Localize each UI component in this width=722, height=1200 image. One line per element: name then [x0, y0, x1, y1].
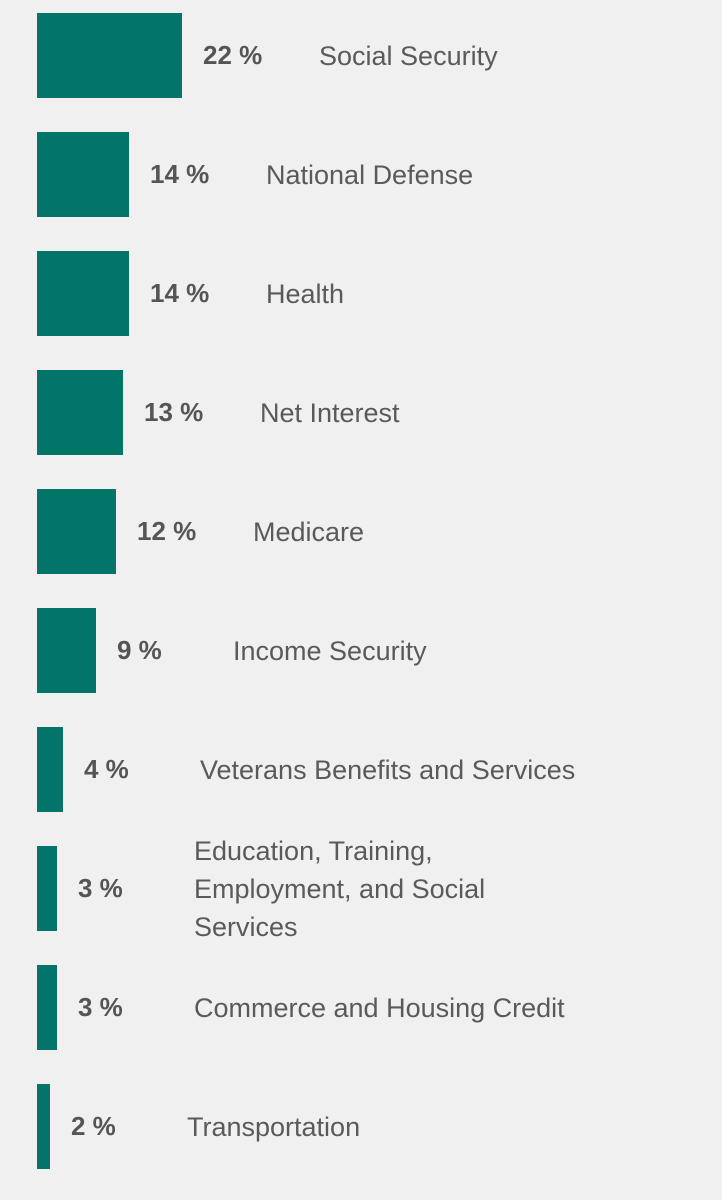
bar — [37, 370, 123, 455]
value-label: 9 % — [117, 635, 162, 665]
value-label: 22 % — [203, 40, 263, 70]
bar-row: 3 % Commerce and Housing Credit — [0, 965, 722, 1051]
category-label: Health — [266, 278, 345, 309]
bar-row: 12 % Medicare — [0, 489, 722, 575]
bar — [37, 846, 57, 931]
value-label: 3 % — [78, 992, 123, 1022]
category-label: Commerce and Housing Credit — [194, 992, 565, 1023]
value-label: 4 % — [84, 754, 129, 784]
category-label: Education, Training, Employment, and Soc… — [194, 835, 486, 942]
bar-row: 2 % Transportation — [0, 1084, 722, 1170]
bar — [37, 727, 63, 812]
category-label: Income Security — [233, 635, 427, 666]
bar — [37, 1084, 50, 1169]
category-label: Social Security — [319, 40, 498, 71]
bar — [37, 608, 96, 693]
bar-row: 14 % Health — [0, 251, 722, 337]
category-label: Net Interest — [260, 397, 400, 428]
bar — [37, 13, 182, 98]
value-label: 14 % — [150, 159, 210, 189]
bar — [37, 251, 129, 336]
bar-row: 22 % Social Security — [0, 13, 722, 99]
bar — [37, 489, 116, 574]
value-label: 3 % — [78, 873, 123, 903]
category-label: Transportation — [187, 1111, 361, 1142]
bar-row: 9 % Income Security — [0, 608, 722, 694]
category-label: National Defense — [266, 159, 474, 190]
category-label: Medicare — [253, 516, 365, 547]
bar — [37, 965, 57, 1050]
bar-row: 4 % Veterans Benefits and Services — [0, 727, 722, 813]
category-label: Veterans Benefits and Services — [200, 754, 576, 785]
bar — [37, 132, 129, 217]
value-label: 12 % — [137, 516, 197, 546]
value-label: 13 % — [144, 397, 204, 427]
bar-row: 14 % National Defense — [0, 132, 722, 218]
bar-row: 13 % Net Interest — [0, 370, 722, 456]
value-label: 2 % — [71, 1111, 116, 1141]
value-label: 14 % — [150, 278, 210, 308]
bar-row: 3 % Education, Training, Employment, and … — [0, 835, 722, 942]
